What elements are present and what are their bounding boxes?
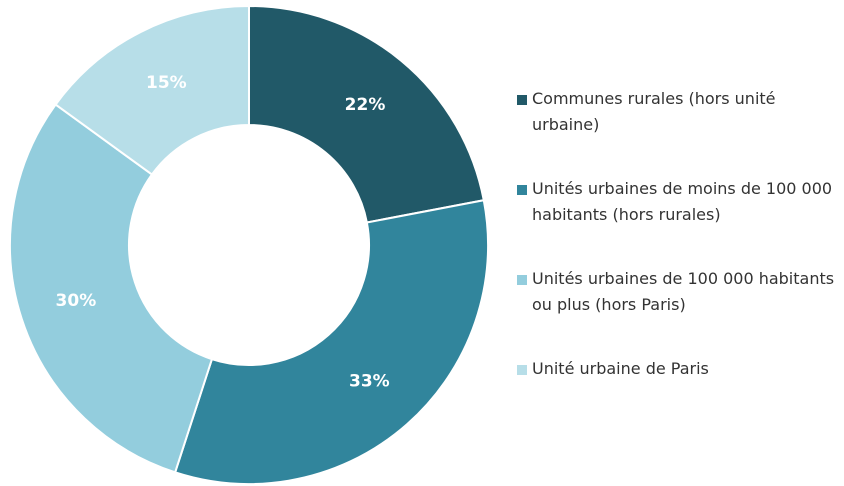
- legend-label: Unités urbaines de 100 000 habitants ou …: [532, 269, 835, 314]
- slice-data-label: 33%: [349, 372, 390, 392]
- legend-label: Unités urbaines de moins de 100 000 habi…: [532, 179, 833, 224]
- donut-slices: [9, 4, 489, 485]
- legend-swatch: [517, 365, 527, 375]
- donut-slice-labels: 22% 33% 30% 15%: [56, 73, 390, 392]
- slice-data-label: 22%: [345, 95, 386, 115]
- legend-swatch: [517, 275, 527, 285]
- legend-swatch: [517, 185, 527, 195]
- legend-item-communes-rurales: Communes rurales (hors unité urbaine): [517, 86, 837, 138]
- legend-label: Communes rurales (hors unité urbaine): [532, 89, 776, 134]
- legend-item-unite-paris: Unité urbaine de Paris: [517, 356, 837, 382]
- donut-slice-communes-rurales-hors-unite-urbaine: [248, 4, 485, 224]
- legend-label: Unité urbaine de Paris: [532, 359, 709, 378]
- legend-item-unites-moins-100000: Unités urbaines de moins de 100 000 habi…: [517, 176, 837, 228]
- legend-swatch: [517, 95, 527, 105]
- legend-item-unites-100000-plus: Unités urbaines de 100 000 habitants ou …: [517, 266, 837, 318]
- slice-data-label: 30%: [56, 291, 97, 311]
- donut-slice-unite-urbaine-de-paris: [54, 4, 250, 176]
- donut-slice-unites-urbaines-de-100-000-habitants-ou-plus-hors-paris: [9, 103, 214, 474]
- donut-slice-unites-urbaines-de-moins-de-100-000-habitants-hors-rurales: [173, 199, 489, 485]
- slice-data-label: 15%: [146, 73, 187, 93]
